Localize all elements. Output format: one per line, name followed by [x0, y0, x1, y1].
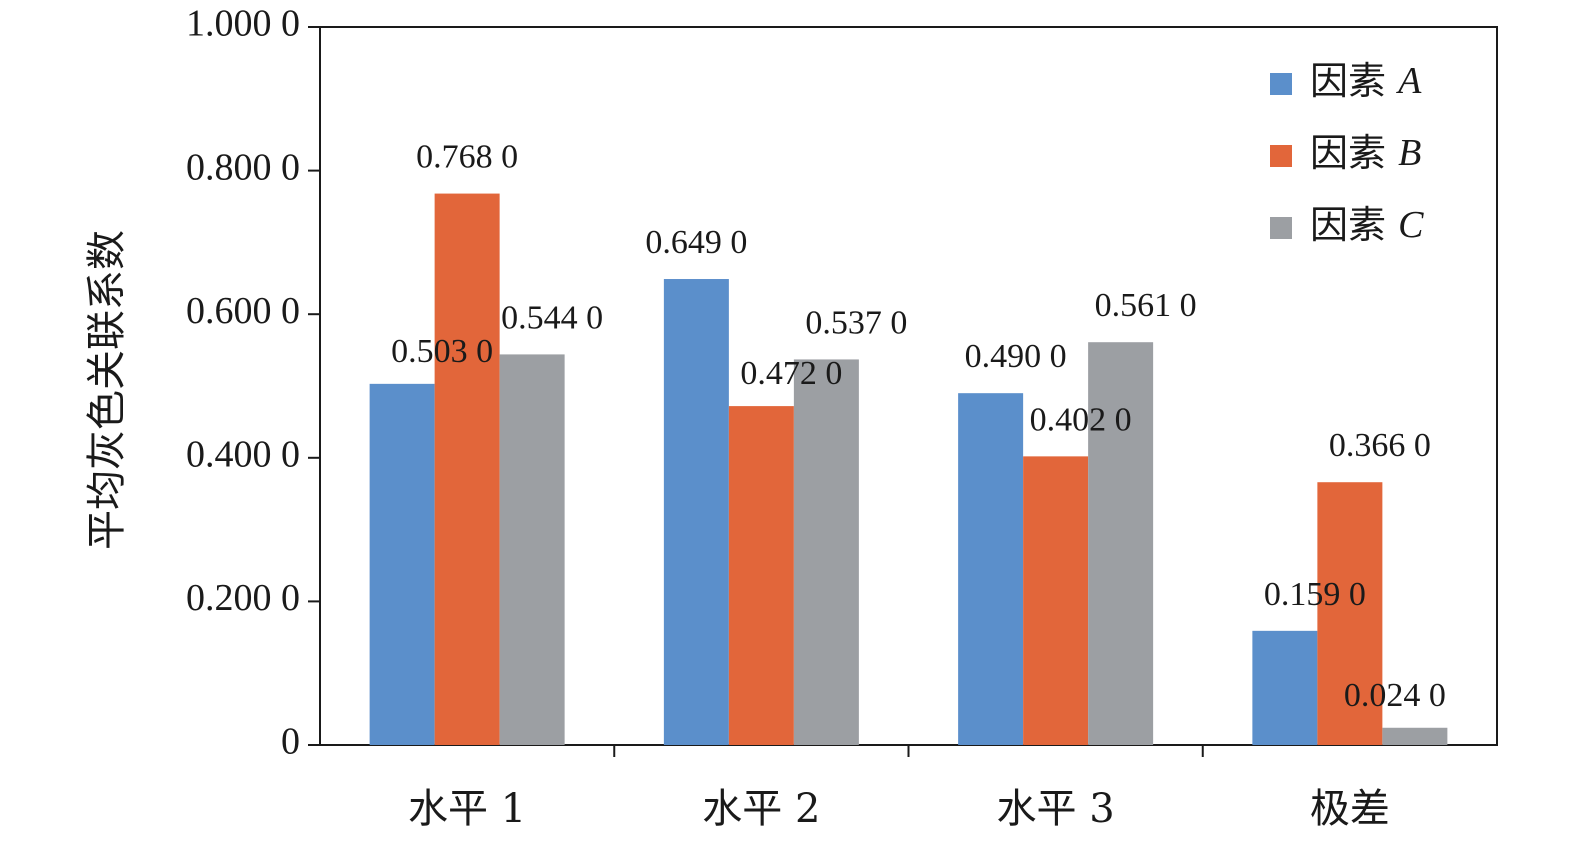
legend-label: 因素 C — [1310, 203, 1424, 247]
bar — [1317, 482, 1383, 745]
data-label: 0.561 0 — [1095, 287, 1197, 324]
bar — [958, 393, 1024, 745]
legend-swatch — [1270, 73, 1292, 95]
bar — [1023, 456, 1089, 745]
y-axis: 0 0.200 0 0.400 0 0.600 0 0.800 0 1.000 0 — [186, 3, 320, 763]
legend-label: 因素 A — [1310, 59, 1422, 103]
bar — [369, 383, 435, 745]
data-labels: 0.503 0 0.649 0 0.490 0 0.159 0 0.768 0 0.472… — [391, 139, 1446, 714]
data-label: 0.503 0 — [391, 333, 493, 370]
y-tick-label: 0.200 0 — [186, 577, 300, 619]
data-label: 0.472 0 — [740, 355, 842, 392]
bar — [1252, 630, 1318, 745]
x-tick-label: 水平 2 — [702, 786, 820, 832]
bar — [728, 406, 794, 745]
data-label: 0.649 0 — [645, 224, 747, 261]
x-tick-label: 水平 3 — [997, 786, 1115, 832]
data-label: 0.159 0 — [1264, 576, 1366, 613]
bar — [1088, 342, 1154, 745]
y-tick-label: 1.000 0 — [186, 3, 300, 45]
y-tick-label: 0 — [281, 721, 300, 763]
data-label: 0.490 0 — [965, 338, 1067, 375]
data-label: 0.768 0 — [416, 139, 518, 176]
x-tick-label: 水平 1 — [408, 786, 526, 832]
data-label: 0.544 0 — [501, 299, 603, 336]
data-label: 0.024 0 — [1344, 677, 1446, 714]
data-label: 0.537 0 — [805, 304, 907, 341]
bar — [793, 359, 859, 745]
bar — [663, 279, 729, 745]
bar — [499, 354, 565, 745]
y-tick-label: 0.600 0 — [186, 290, 300, 332]
y-tick-label: 0.800 0 — [186, 146, 300, 188]
legend-label: 因素 B — [1310, 131, 1421, 175]
bars — [369, 193, 1448, 746]
legend-swatch — [1270, 217, 1292, 239]
x-tick-label: 极差 — [1310, 786, 1390, 832]
y-tick-label: 0.400 0 — [186, 434, 300, 476]
bar — [1382, 727, 1448, 745]
data-label: 0.366 0 — [1329, 427, 1431, 464]
bar — [434, 193, 500, 746]
data-label: 0.402 0 — [1030, 401, 1132, 438]
x-axis: 水平 1 水平 2 水平 3 极差 — [408, 745, 1390, 832]
y-axis-title: 平均灰色关联系数 — [84, 230, 130, 550]
legend-swatch — [1270, 145, 1292, 167]
legend: 因素 A 因素 B 因素 C — [1270, 59, 1424, 247]
